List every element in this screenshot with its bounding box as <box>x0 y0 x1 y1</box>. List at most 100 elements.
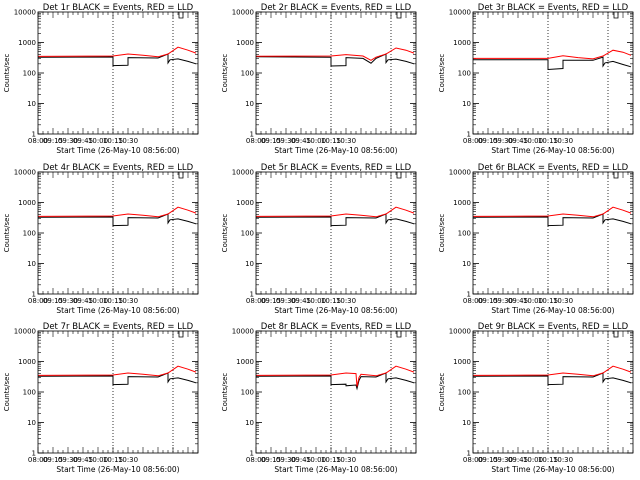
x-tick-label: 10:15 <box>103 137 123 145</box>
y-tick-label: 10000 <box>449 9 471 17</box>
y-tick-label: 10 <box>245 419 254 427</box>
x-tick-label: 09:45 <box>508 137 528 145</box>
y-tick-label: 100 <box>23 389 36 397</box>
x-tick-label: 10:30 <box>553 137 573 145</box>
plot-frame <box>472 171 634 295</box>
x-tick-label: 10:15 <box>321 456 341 464</box>
y-tick-label: 10 <box>27 260 36 268</box>
x-axis-label: Start Time (26-May-10 08:56:00) <box>491 146 614 155</box>
x-tick-label: 09:30 <box>276 137 296 145</box>
x-tick-label: 09:15 <box>43 137 63 145</box>
events-series-line <box>255 372 415 391</box>
x-axis-label: Start Time (26-May-10 08:56:00) <box>274 465 397 474</box>
x-axis-label: Start Time (26-May-10 08:56:00) <box>56 306 179 315</box>
y-tick-label: 10 <box>27 100 36 108</box>
x-tick-label: 08:00 <box>463 137 483 145</box>
y-tick-label: 100 <box>23 70 36 78</box>
lld-series-line <box>255 47 415 61</box>
panel-title: Det 7r BLACK = Events, RED = LLD <box>43 322 194 332</box>
panel-title: Det 3r BLACK = Events, RED = LLD <box>478 3 629 13</box>
y-tick-label: 1 <box>467 291 471 299</box>
panel-title: Det 8r BLACK = Events, RED = LLD <box>261 322 412 332</box>
x-tick-label: 09:15 <box>261 297 281 305</box>
lld-series-line <box>472 206 632 218</box>
x-tick-label: 10:30 <box>553 456 573 464</box>
y-tick-label: 100 <box>458 230 471 238</box>
x-tick-label: 10:30 <box>118 137 138 145</box>
x-tick-label: 10:00 <box>306 297 326 305</box>
x-tick-label: 10:30 <box>553 297 573 305</box>
x-tick-label: 10:15 <box>321 297 341 305</box>
x-tick-label: 09:30 <box>493 137 513 145</box>
chart-panel: Det 7r BLACK = Events, RED = LLD Counts/s… <box>3 322 199 474</box>
y-tick-label: 10000 <box>14 328 36 336</box>
lld-series-line <box>37 46 197 58</box>
x-tick-label: 09:30 <box>493 297 513 305</box>
x-tick-label: 09:15 <box>478 137 498 145</box>
x-tick-label: 10:00 <box>88 456 108 464</box>
y-tick-label: 100 <box>23 230 36 238</box>
y-tick-label: 100 <box>241 70 254 78</box>
x-tick-label: 09:30 <box>493 456 513 464</box>
plot-frame <box>255 11 417 135</box>
x-tick-label: 10:00 <box>523 456 543 464</box>
y-tick-label: 10000 <box>232 169 254 177</box>
chart-panel: Det 5r BLACK = Events, RED = LLD Counts/s… <box>221 163 417 315</box>
y-axis-label: Counts/sec <box>438 214 446 253</box>
x-tick-label: 10:30 <box>118 297 138 305</box>
panel-title: Det 6r BLACK = Events, RED = LLD <box>478 163 629 173</box>
x-tick-label: 10:15 <box>538 456 558 464</box>
chart-panel: Det 1r BLACK = Events, RED = LLD Counts/s… <box>3 3 199 155</box>
x-tick-label: 09:30 <box>58 297 78 305</box>
events-series-line <box>255 53 415 67</box>
x-tick-label: 09:30 <box>276 297 296 305</box>
y-tick-label: 100 <box>458 389 471 397</box>
chart-panel: Det 9r BLACK = Events, RED = LLD Counts/s… <box>438 322 634 474</box>
chart-panel: Det 2r BLACK = Events, RED = LLD Counts/s… <box>221 3 417 155</box>
lld-series-line <box>255 365 415 387</box>
x-tick-label: 10:00 <box>523 297 543 305</box>
events-series-line <box>472 213 632 227</box>
events-series-line <box>473 56 632 71</box>
x-axis-label: Start Time (26-May-10 08:56:00) <box>491 306 614 315</box>
y-tick-label: 1 <box>32 450 36 458</box>
x-tick-label: 10:15 <box>321 137 341 145</box>
panel-title: Det 1r BLACK = Events, RED = LLD <box>43 3 194 13</box>
x-axis-label: Start Time (26-May-10 08:56:00) <box>56 465 179 474</box>
chart-panel: Det 3r BLACK = Events, RED = LLD Counts/s… <box>438 3 634 155</box>
y-tick-label: 1000 <box>453 39 471 47</box>
y-tick-label: 10000 <box>232 328 254 336</box>
plot-frame <box>37 330 199 454</box>
x-tick-label: 08:00 <box>28 137 48 145</box>
x-tick-label: 10:00 <box>88 137 108 145</box>
x-tick-label: 10:15 <box>103 456 123 464</box>
x-tick-label: 10:30 <box>336 456 356 464</box>
x-tick-label: 09:45 <box>73 456 93 464</box>
y-axis-label: Counts/sec <box>3 373 11 412</box>
y-tick-label: 1000 <box>236 39 254 47</box>
y-tick-label: 1000 <box>18 358 36 366</box>
y-tick-label: 10 <box>462 100 471 108</box>
x-tick-label: 10:15 <box>538 297 558 305</box>
y-tick-label: 10 <box>27 419 36 427</box>
x-tick-label: 09:15 <box>478 456 498 464</box>
x-tick-label: 10:30 <box>336 297 356 305</box>
y-axis-label: Counts/sec <box>221 214 229 253</box>
plot-frame <box>255 171 417 295</box>
y-tick-label: 1000 <box>453 199 471 207</box>
x-tick-label: 08:00 <box>246 456 266 464</box>
chart-panel: Det 8r BLACK = Events, RED = LLD Counts/s… <box>221 322 417 474</box>
x-tick-label: 09:15 <box>261 456 281 464</box>
plot-frame <box>472 11 634 135</box>
x-tick-label: 09:15 <box>43 456 63 464</box>
x-tick-label: 10:00 <box>306 137 326 145</box>
y-tick-label: 1 <box>250 450 254 458</box>
y-tick-label: 100 <box>241 230 254 238</box>
y-axis-label: Counts/sec <box>3 54 11 93</box>
y-tick-label: 1000 <box>453 358 471 366</box>
y-tick-label: 10 <box>462 419 471 427</box>
y-tick-label: 1 <box>32 291 36 299</box>
x-tick-label: 09:30 <box>276 456 296 464</box>
y-tick-label: 1 <box>32 131 36 139</box>
plot-frame <box>255 330 417 454</box>
